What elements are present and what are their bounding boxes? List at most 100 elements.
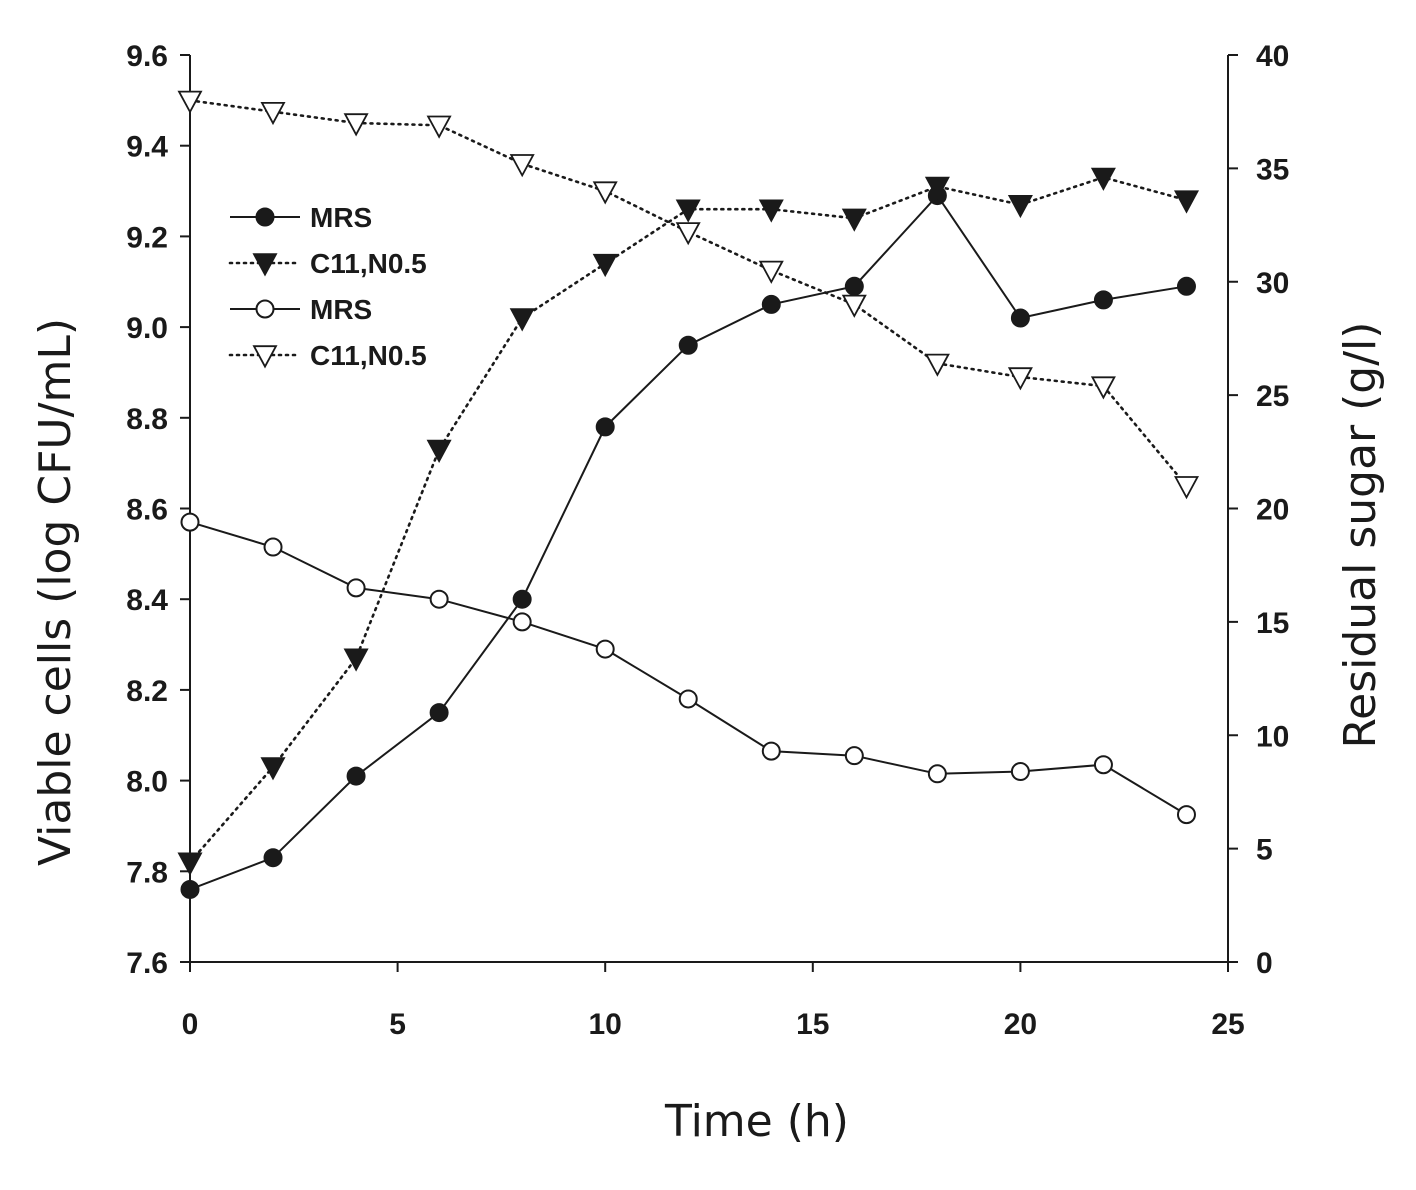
x-tick-label: 25 <box>1211 1008 1244 1041</box>
legend-item: MRS <box>230 294 372 325</box>
right-y-tick-label: 25 <box>1256 380 1289 413</box>
series-3 <box>180 512 1196 825</box>
series-3-point <box>1176 805 1196 825</box>
series-2-line <box>188 176 1188 864</box>
legend-label: C11,N0.5 <box>310 248 427 279</box>
series-2-point <box>592 253 618 278</box>
legend-item: C11,N0.5 <box>228 340 427 371</box>
series-4 <box>177 90 1200 500</box>
series-1-point <box>595 417 615 437</box>
legend-marker <box>252 253 278 277</box>
series-3-point <box>180 512 200 532</box>
series-1-point <box>429 703 449 723</box>
right-y-tick-label: 15 <box>1256 607 1289 640</box>
series-3-point <box>1093 755 1113 775</box>
series-3-point <box>678 689 698 709</box>
legend-label: C11,N0.5 <box>310 340 427 371</box>
x-tick-label: 0 <box>182 1008 199 1041</box>
series-2-point <box>924 176 950 200</box>
series-2-point <box>426 439 452 463</box>
series-2-point <box>343 648 369 672</box>
series-2-point <box>1090 167 1116 191</box>
legend-marker <box>252 345 278 369</box>
x-tick-label: 20 <box>1004 1008 1037 1041</box>
right-y-axis-title: Residual sugar (g/l) <box>1335 322 1386 749</box>
series-layer <box>177 90 1200 899</box>
series-2 <box>177 167 1200 876</box>
left-y-tick-label: 9.2 <box>126 221 168 254</box>
series-1-point <box>844 276 864 296</box>
series-3-point <box>346 578 366 598</box>
series-4-point <box>675 222 701 246</box>
right-y-tick-label: 10 <box>1256 720 1289 753</box>
left-y-axis-title: Viable cells (log CFU/mL) <box>30 318 81 866</box>
legend: MRS C11,N0.5 MRS C11,N0.5 <box>228 202 427 371</box>
series-1-point <box>180 879 200 899</box>
series-4-point <box>841 294 867 318</box>
series-1-point <box>1176 276 1196 296</box>
series-3-point <box>595 639 615 659</box>
series-4-point <box>426 115 452 139</box>
series-4-point <box>343 113 369 137</box>
legend-item: MRS <box>230 202 372 233</box>
series-4-point <box>177 90 203 114</box>
right-y-axis-ticks: 0 5 10 15 20 25 30 35 40 <box>1228 40 1289 980</box>
series-4-point <box>1090 376 1116 400</box>
legend-marker <box>255 207 275 227</box>
x-tick-label: 10 <box>589 1008 622 1041</box>
x-tick-label: 15 <box>796 1008 829 1041</box>
left-y-tick-label: 8.2 <box>126 675 168 708</box>
series-4-point <box>509 154 535 178</box>
series-4-point <box>260 102 286 126</box>
series-4-point <box>592 181 618 205</box>
left-y-tick-label: 9.0 <box>126 312 168 345</box>
legend-item: C11,N0.5 <box>228 248 427 279</box>
x-axis-ticks: 0 5 10 15 20 25 <box>182 962 1245 1041</box>
series-3-point <box>512 612 532 632</box>
legend-marker <box>255 299 275 319</box>
left-y-tick-label: 8.0 <box>126 766 168 799</box>
left-y-tick-label: 8.8 <box>126 403 168 436</box>
right-y-tick-label: 40 <box>1256 40 1289 73</box>
series-1-point <box>512 589 532 609</box>
legend-label: MRS <box>310 294 372 325</box>
series-3-point <box>761 741 781 761</box>
left-y-tick-label: 8.4 <box>126 584 168 617</box>
left-y-tick-label: 9.6 <box>126 40 168 73</box>
left-y-axis-ticks: 7.6 7.8 8.0 8.2 8.4 8.6 8.8 9.0 9.2 9.4 9.6 <box>126 40 190 980</box>
series-1-point <box>263 848 283 868</box>
left-y-tick-label: 9.4 <box>126 131 168 164</box>
series-2-point <box>1173 190 1200 214</box>
x-axis-title: Time (h) <box>664 1096 849 1147</box>
series-2-point <box>1007 194 1033 219</box>
series-3-point <box>263 537 283 557</box>
series-2-point <box>675 199 701 223</box>
right-y-tick-label: 0 <box>1256 947 1273 980</box>
legend-label: MRS <box>310 202 372 233</box>
left-y-tick-label: 7.6 <box>126 947 168 980</box>
left-y-tick-label: 8.6 <box>126 494 168 527</box>
series-1-point <box>761 294 781 314</box>
series-2-point <box>177 852 203 876</box>
series-1-point <box>678 335 698 355</box>
right-y-tick-label: 30 <box>1256 267 1289 300</box>
series-4-point <box>758 260 784 284</box>
series-3-point <box>429 589 449 609</box>
series-1 <box>180 186 1196 899</box>
series-2-point <box>758 199 784 223</box>
right-y-tick-label: 20 <box>1256 494 1289 527</box>
plot-frame <box>189 55 1229 963</box>
series-4-point <box>1007 367 1033 391</box>
series-3-line <box>189 521 1188 816</box>
series-1-point <box>1010 308 1030 328</box>
series-1-point <box>1093 290 1113 310</box>
right-y-tick-label: 5 <box>1256 834 1273 867</box>
x-tick-label: 5 <box>389 1008 406 1041</box>
series-3-point <box>927 764 947 784</box>
series-4-point <box>924 353 950 377</box>
series-4-point <box>1173 476 1200 500</box>
series-2-point <box>260 757 286 781</box>
series-1-point <box>346 766 366 786</box>
series-2-point <box>841 208 867 232</box>
